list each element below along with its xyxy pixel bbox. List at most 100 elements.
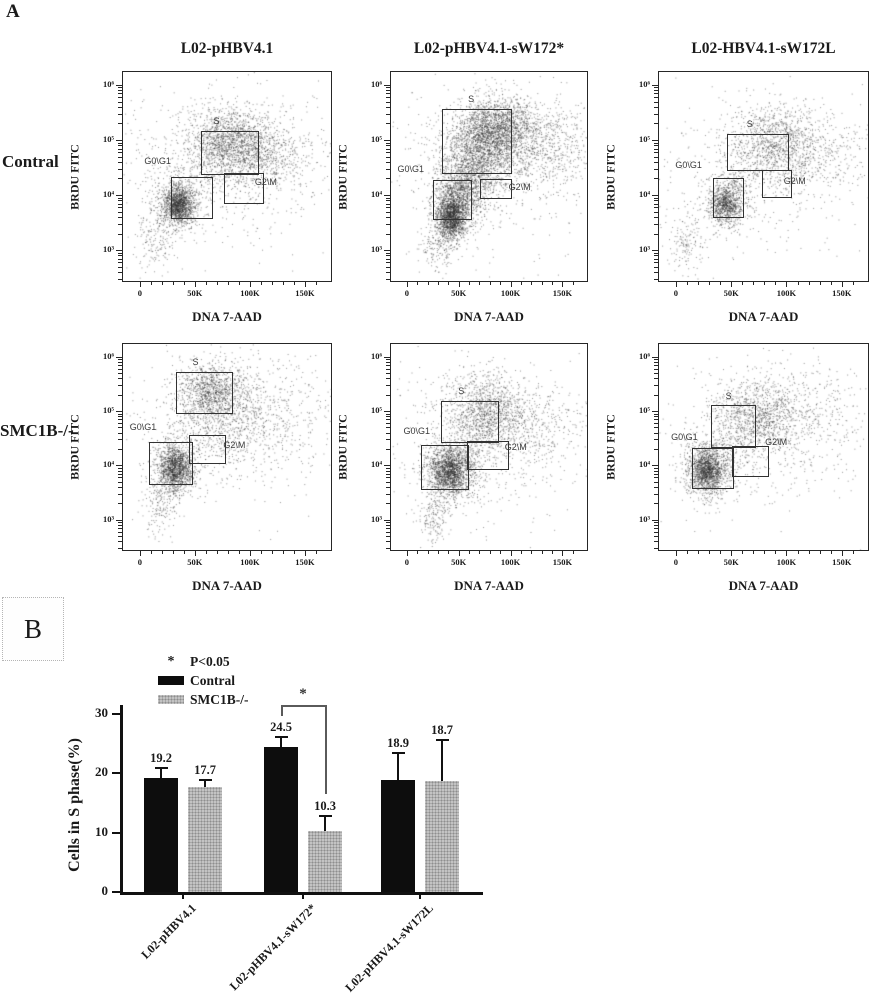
x-minor-tick [531,551,533,554]
row-label-contral: Contral [2,152,59,171]
x-minor-tick [172,551,174,554]
scatter-canvas-2 [659,72,868,281]
x-minor-tick [520,551,522,554]
gate-label-g0g1: G0\G1 [675,159,702,170]
value-label: 19.2 [150,751,172,766]
y-minor-tick [118,145,122,147]
x-minor-tick [500,282,502,285]
panel-a-label: A [6,1,20,22]
x-minor-tick [227,551,229,554]
error-bar-line [160,768,162,779]
y-minor-tick [386,203,390,205]
x-tick-label: 150K [552,288,573,298]
x-minor-tick [819,551,821,554]
x-minor-tick [205,282,207,285]
y-minor-tick [654,90,658,92]
y-minor-tick [386,427,390,429]
y-minor-tick [386,547,390,549]
x-minor-tick [808,551,810,554]
y-minor-tick [386,486,390,488]
y-major-tick [384,195,390,197]
y-major-tick [384,465,390,467]
y-minor-tick [654,152,658,154]
y-minor-tick [654,394,658,396]
y-minor-tick [118,272,122,274]
y-major-tick [384,250,390,252]
y-minor-tick [118,258,122,260]
y-minor-tick [118,113,122,115]
y-tick-label: 10⁴ [370,189,382,200]
legend-swatch-contral [158,676,184,685]
gate-label-s: S [192,356,199,367]
y-minor-tick [118,278,122,280]
error-bar-cap [275,736,288,739]
y-tick-label: 10⁴ [638,189,650,200]
x-major-tick [562,551,564,556]
x-minor-tick [572,282,574,285]
x-minor-tick [808,282,810,285]
y-major-tick [652,411,658,413]
gate-label-g2m: G2\M [223,439,246,450]
legend-smc1b-text: SMC1B-/- [190,691,249,707]
bar-y-tick [112,772,120,775]
gate-s [441,401,499,443]
x-minor-tick [172,282,174,285]
x-minor-tick [541,282,543,285]
gate-label-g0g1: G0\G1 [397,164,425,175]
y-minor-tick [386,439,390,441]
y-minor-tick [118,161,122,163]
scatter-canvas-3 [123,344,331,550]
y-minor-tick [386,262,390,264]
x-minor-tick [469,551,471,554]
y-minor-tick [386,161,390,163]
x-major-tick [786,282,788,287]
y-minor-tick [118,200,122,202]
x-major-tick [786,551,788,556]
bar-x-axis [120,892,483,895]
bar-y-tick-label: 20 [95,764,108,780]
x-axis-title: DNA 7-AAD [454,309,524,324]
x-minor-tick [797,282,799,285]
y-minor-tick [654,233,658,235]
y-axis-title: BRDU FITC [603,414,618,480]
y-minor-tick [118,385,122,387]
y-minor-tick [386,365,390,367]
error-bar-cap [155,767,168,770]
error-bar-line [204,779,206,788]
x-minor-tick [417,282,419,285]
y-minor-tick [386,503,390,505]
x-tick-label: 100K [500,557,521,567]
y-minor-tick [118,531,122,533]
gate-label-s: S [458,385,465,396]
y-minor-tick [386,473,390,475]
legend-contral-text: Contral [190,672,235,688]
y-major-tick [652,356,658,358]
y-minor-tick [386,416,390,418]
y-minor-tick [386,378,390,380]
y-minor-tick [386,359,390,361]
x-major-tick [139,551,141,556]
gate-label-g2m: G2\M [783,175,806,186]
x-minor-tick [742,551,744,554]
x-axis-title: DNA 7-AAD [454,578,524,593]
gate-label-g0g1: G0\G1 [144,155,171,166]
error-bar-line [324,815,326,831]
y-minor-tick [118,361,122,363]
y-minor-tick [118,197,122,199]
x-minor-tick [698,551,700,554]
y-minor-tick [386,535,390,537]
y-major-tick [384,84,390,86]
x-minor-tick [479,551,481,554]
y-minor-tick [118,423,122,425]
x-tick-label: 0 [673,557,679,567]
x-tick-label: 50K [451,288,467,298]
y-minor-tick [654,207,658,209]
y-minor-tick [386,148,390,150]
gate-g2m [224,172,264,205]
y-minor-tick [118,148,122,150]
y-major-tick [384,411,390,413]
y-minor-tick [654,473,658,475]
y-minor-tick [118,373,122,375]
x-major-tick [406,282,408,287]
x-minor-tick [293,282,295,285]
